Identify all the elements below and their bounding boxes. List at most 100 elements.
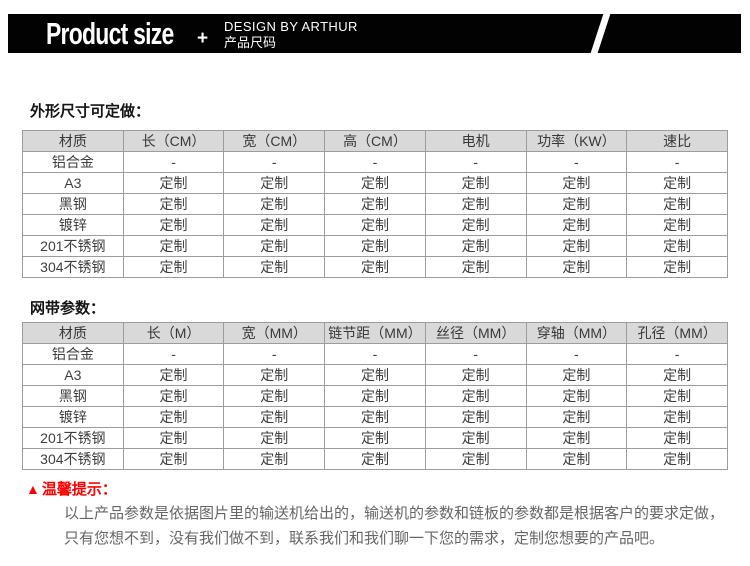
column-header: 功率（KW） [525,130,628,152]
dimensions-spec-table: 材质 长（CM） 宽（CM） 高（CM） 电机 功率（KW） 速比 铝合金 - - - - - - A3 定制… [22,130,728,278]
value-cell: - [122,151,225,173]
value-cell: 定制 [525,406,628,428]
value-cell: 定制 [122,172,225,194]
table-header-row: 材质 长（M） 宽（MM） 链节距（MM） 丝径（MM） 穿轴（MM） 孔径（MM） [22,322,728,344]
value-cell: 定制 [324,235,426,257]
material-cell: 201不锈钢 [22,235,124,257]
value-cell: - [626,343,728,365]
material-cell: 黑钢 [22,193,124,215]
value-cell: 定制 [525,193,628,215]
material-cell: 304不锈钢 [22,256,124,278]
value-cell: 定制 [626,364,728,386]
diagonal-slash-decoration [590,14,611,53]
material-cell: 黑钢 [22,385,124,407]
value-cell: 定制 [223,364,326,386]
notice-title: ▲ 温馨提示： [26,478,117,499]
material-cell: 镀锌 [22,406,124,428]
table-row: 镀锌 定制 定制 定制 定制 定制 定制 [22,214,728,236]
value-cell: 定制 [626,448,728,470]
value-cell: 定制 [324,172,426,194]
material-cell: A3 [22,364,124,386]
table-row: A3 定制 定制 定制 定制 定制 定制 [22,364,728,386]
value-cell: 定制 [525,427,628,449]
value-cell: 定制 [626,214,728,236]
value-cell: 定制 [324,364,426,386]
column-header: 高（CM） [324,130,426,152]
value-cell: 定制 [626,193,728,215]
value-cell: 定制 [223,406,326,428]
value-cell: 定制 [122,448,225,470]
value-cell: 定制 [324,193,426,215]
material-cell: 铝合金 [22,343,124,365]
value-cell: 定制 [626,256,728,278]
value-cell: 定制 [122,256,225,278]
banner-title: Product size [46,16,174,51]
banner-subtitle-cn: 产品尺码 [224,35,277,50]
value-cell: 定制 [525,214,628,236]
value-cell: 定制 [525,235,628,257]
value-cell: - [525,343,628,365]
column-header: 穿轴（MM） [525,322,628,344]
value-cell: 定制 [424,385,527,407]
value-cell: 定制 [626,427,728,449]
table-header-row: 材质 长（CM） 宽（CM） 高（CM） 电机 功率（KW） 速比 [22,130,728,152]
column-header: 丝径（MM） [424,322,527,344]
value-cell: - [223,151,326,173]
value-cell: 定制 [424,235,527,257]
notice-title-text: 温馨提示： [41,481,117,498]
value-cell: - [223,343,326,365]
value-cell: 定制 [324,448,426,470]
value-cell: - [324,343,426,365]
value-cell: 定制 [223,448,326,470]
value-cell: 定制 [626,172,728,194]
section-title-belt: 网带参数： [30,299,106,317]
column-header: 长（M） [122,322,225,344]
value-cell: 定制 [424,406,527,428]
value-cell: 定制 [626,235,728,257]
header-banner: Product size + DESIGN BY ARTHUR 产品尺码 [8,14,741,53]
value-cell: 定制 [424,193,527,215]
column-header: 电机 [424,130,527,152]
value-cell: 定制 [424,448,527,470]
value-cell: - [122,343,225,365]
value-cell: 定制 [525,256,628,278]
value-cell: 定制 [122,364,225,386]
table-row: 304不锈钢 定制 定制 定制 定制 定制 定制 [22,448,728,470]
material-cell: 镀锌 [22,214,124,236]
table-row: 201不锈钢 定制 定制 定制 定制 定制 定制 [22,235,728,257]
value-cell: 定制 [223,193,326,215]
warning-triangle-icon: ▲ [26,481,40,497]
column-header: 宽（MM） [223,322,326,344]
value-cell: 定制 [626,406,728,428]
value-cell: 定制 [223,427,326,449]
value-cell: 定制 [324,256,426,278]
column-header: 孔径（MM） [626,322,728,344]
material-cell: A3 [22,172,124,194]
value-cell: 定制 [324,385,426,407]
notice-paragraph: 以上产品参数是依据图片里的输送机给出的，输送机的参数和链板的参数都是根据客户的要… [64,501,724,551]
plus-icon: + [197,28,209,49]
value-cell: 定制 [223,385,326,407]
column-header: 材质 [22,322,124,344]
value-cell: 定制 [525,448,628,470]
value-cell: 定制 [525,364,628,386]
column-header: 宽（CM） [223,130,326,152]
table-row: 黑钢 定制 定制 定制 定制 定制 定制 [22,385,728,407]
notice-line-2: 只有您想不到，没有我们做不到，联系我们和我们聊一下您的需求，定制您想要的产品吧。 [64,530,665,547]
value-cell: 定制 [122,406,225,428]
value-cell: 定制 [122,385,225,407]
value-cell: 定制 [122,235,225,257]
value-cell: 定制 [424,364,527,386]
value-cell: 定制 [223,235,326,257]
notice-line-1: 以上产品参数是依据图片里的输送机给出的，输送机的参数和链板的参数都是根据客户的要… [64,505,725,522]
value-cell: 定制 [122,214,225,236]
belt-spec-table: 材质 长（M） 宽（MM） 链节距（MM） 丝径（MM） 穿轴（MM） 孔径（MM） 铝合金 -… [22,322,728,470]
value-cell: 定制 [324,214,426,236]
banner-subtitle-en: DESIGN BY ARTHUR [224,19,358,34]
material-cell: 201不锈钢 [22,427,124,449]
value-cell: - [424,343,527,365]
value-cell: 定制 [626,385,728,407]
value-cell: 定制 [223,256,326,278]
value-cell: 定制 [424,427,527,449]
table-row: 304不锈钢 定制 定制 定制 定制 定制 定制 [22,256,728,278]
